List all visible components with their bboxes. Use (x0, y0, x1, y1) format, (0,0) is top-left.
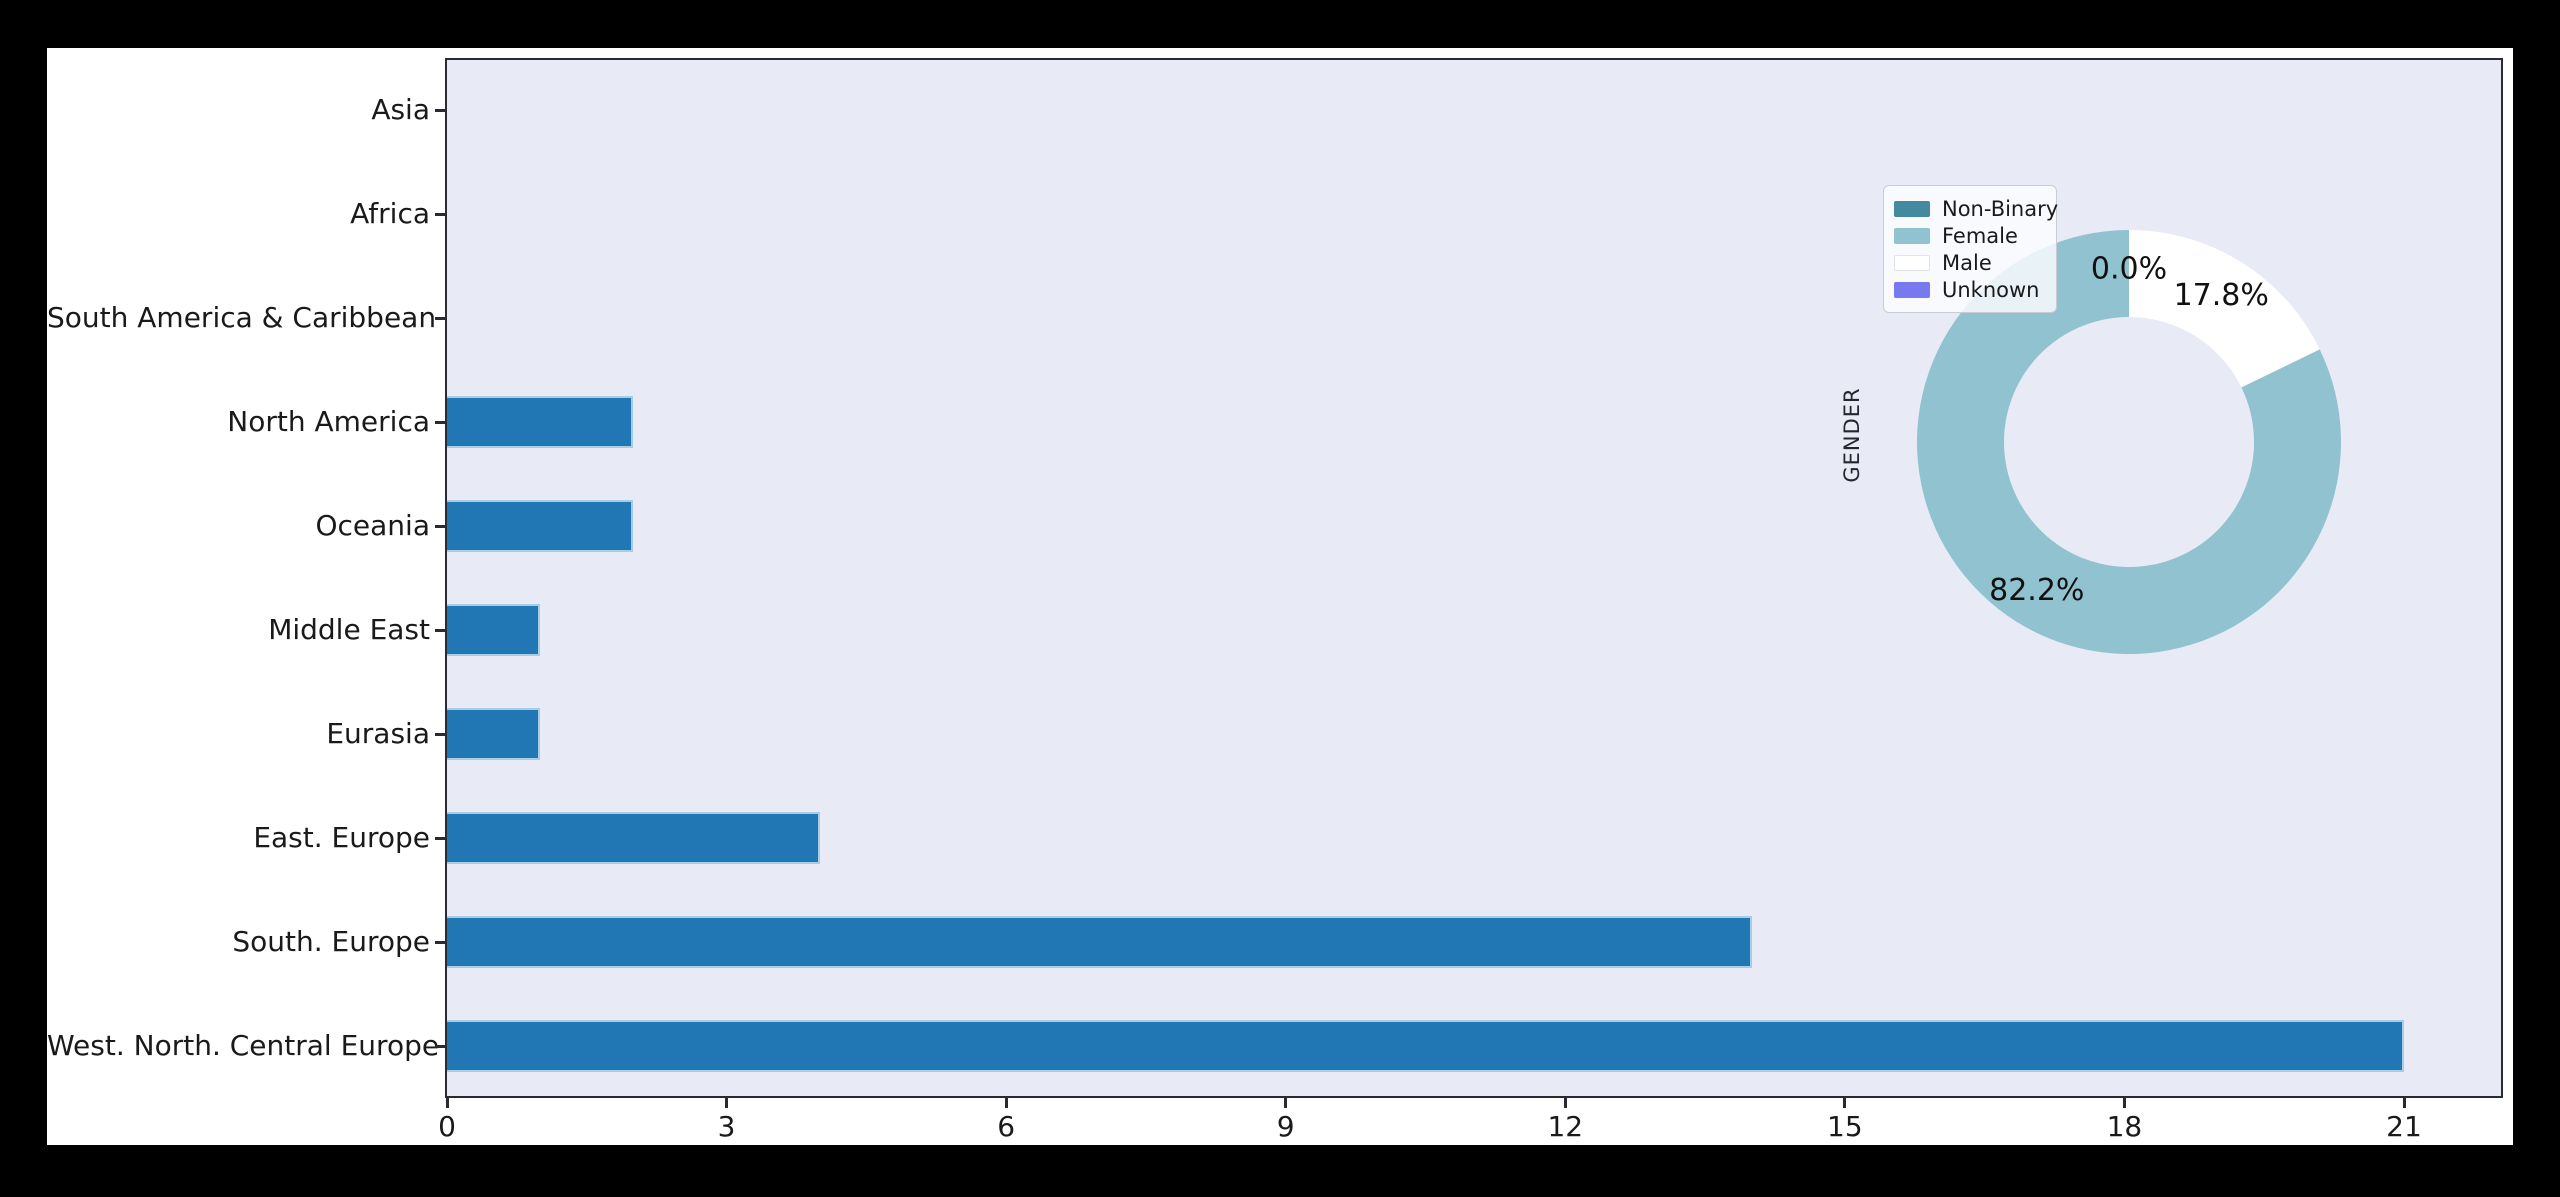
legend-swatch (1894, 281, 1930, 298)
x-tick-label: 18 (2106, 1110, 2143, 1143)
pie-slice-female (1917, 230, 2341, 654)
pie-pct-label-unknown: 0.0% (2091, 252, 2167, 287)
x-tick-mark (1843, 1098, 1847, 1108)
gender-donut-chart: 0.0%82.2%17.8%0.0% (1917, 230, 2341, 654)
y-tick-mark (435, 316, 445, 320)
y-tick-mark (435, 732, 445, 736)
y-tick-label: West. North. Central Europe (47, 1029, 440, 1062)
y-tick-label: South. Europe (232, 925, 430, 958)
legend-label: Non-Binary (1942, 196, 2059, 221)
x-tick-label: 21 (2386, 1110, 2422, 1143)
y-tick-mark (435, 212, 445, 216)
y-tick-mark (435, 940, 445, 944)
legend-label: Male (1942, 250, 1992, 275)
x-tick-mark (2122, 1098, 2126, 1108)
pie-pct-label-female: 82.2% (1989, 573, 2084, 608)
x-tick-label: 0 (438, 1110, 456, 1143)
bar-west-north-central-europe (447, 1020, 2404, 1072)
legend: Non-Binary Female Male Unknown (1883, 185, 2058, 313)
y-tick-mark (435, 1044, 445, 1048)
legend-label: Female (1942, 223, 2018, 248)
y-tick-label: North America (227, 405, 430, 438)
x-tick-label: 12 (1547, 1110, 1584, 1143)
legend-row-female: Female (1894, 222, 2046, 249)
legend-row-non-binary: Non-Binary (1894, 195, 2058, 222)
figure: Asia Africa South America & Caribbean North… (47, 48, 2513, 1145)
bar-middle-east (447, 604, 541, 656)
x-tick-mark (2402, 1098, 2406, 1108)
x-tick-mark (445, 1098, 449, 1108)
x-tick-label: 15 (1827, 1110, 1863, 1143)
y-tick-label: South America & Caribbean (47, 301, 437, 334)
y-tick-mark (435, 524, 445, 528)
bar-east-europe (447, 812, 820, 864)
y-tick-label: Africa (350, 197, 430, 230)
legend-row-male: Male (1894, 249, 2046, 276)
x-tick-mark (1563, 1098, 1567, 1108)
legend-swatch (1894, 227, 1930, 244)
y-tick-mark (435, 108, 445, 112)
legend-swatch (1894, 200, 1930, 217)
y-tick-label: Oceania (315, 509, 430, 542)
legend-label: Unknown (1942, 277, 2040, 302)
bar-north-america (447, 396, 634, 448)
legend-row-unknown: Unknown (1894, 276, 2046, 303)
x-tick-label: 9 (1276, 1110, 1295, 1143)
y-tick-label: Middle East (268, 613, 430, 646)
x-tick-mark (725, 1098, 729, 1108)
x-tick-label: 3 (717, 1110, 736, 1143)
bar-oceania (447, 500, 634, 552)
y-tick-label: Eurasia (326, 717, 430, 750)
y-tick-mark (435, 836, 445, 840)
pie-slice-male (2129, 230, 2320, 388)
legend-swatch (1894, 254, 1930, 271)
x-tick-mark (1284, 1098, 1288, 1108)
y-tick-label: East. Europe (253, 821, 430, 854)
y-tick-mark (435, 628, 445, 632)
y-tick-mark (435, 420, 445, 424)
bar-eurasia (447, 708, 541, 760)
y-tick-label: Asia (371, 93, 430, 126)
x-tick-mark (1004, 1098, 1008, 1108)
x-tick-label: 6 (997, 1110, 1016, 1143)
bar-south-europe (447, 916, 1752, 968)
pie-pct-label-male: 17.8% (2174, 278, 2269, 313)
